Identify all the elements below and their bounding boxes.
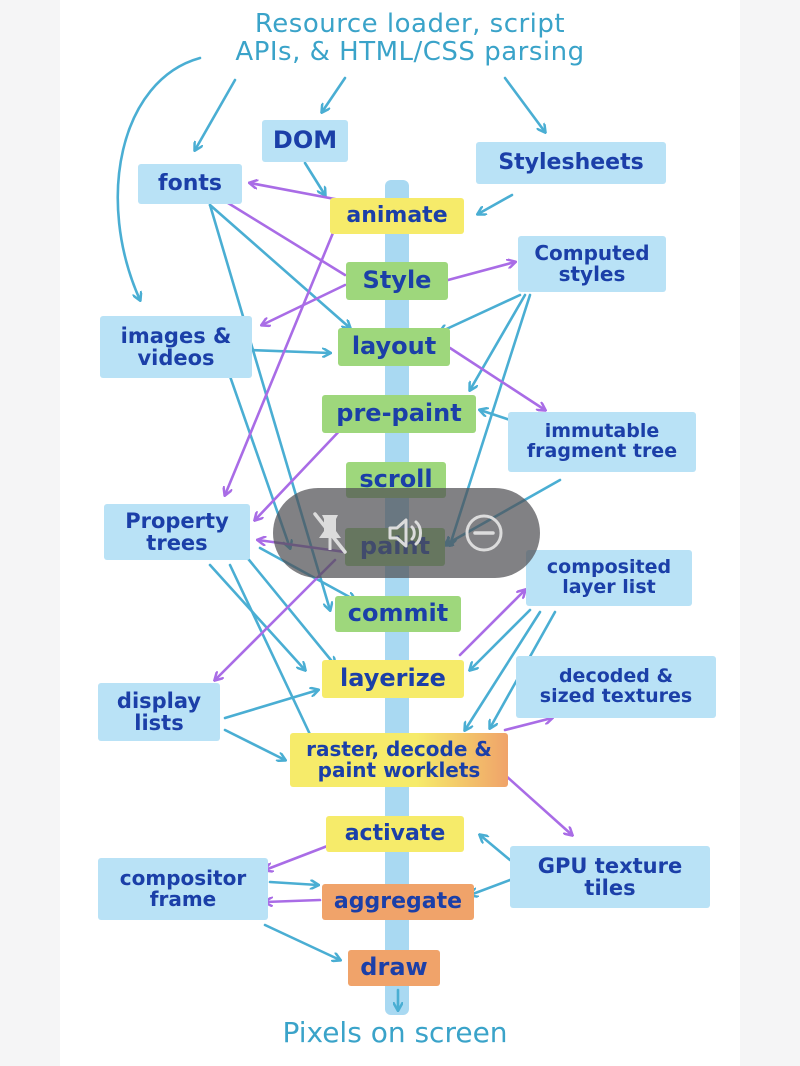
stage-activate-label: activate <box>344 821 446 847</box>
stage-commit-label: commit <box>347 599 449 628</box>
box-compositor-label-1: compositor <box>119 866 247 890</box>
box-composited-label-1: composited <box>546 556 672 579</box>
stage-commit: commit <box>335 596 461 632</box>
stage-layout: layout <box>338 328 450 366</box>
box-gpu-label-2: tiles <box>584 876 636 900</box>
box-images-label-2: videos <box>137 346 215 370</box>
box-computed-label-1: Computed <box>534 241 650 265</box>
box-computed-styles: Computed styles <box>518 236 666 292</box>
box-images-label-1: images & <box>120 323 232 348</box>
source-title: Resource loader, script APIs, & HTML/CSS… <box>150 10 670 66</box>
stage-pre-paint: pre-paint <box>322 395 476 433</box>
box-immutable-fragment-tree: immutable fragment tree <box>508 412 696 472</box>
title-line-2: APIs, & HTML/CSS parsing <box>235 37 585 67</box>
media-overlay-controls <box>273 488 540 578</box>
box-compositor-label-2: frame <box>149 887 217 911</box>
box-decoded-textures: decoded & sized textures <box>516 656 716 718</box>
box-composited-layer-list: composited layer list <box>526 550 692 606</box>
stage-raster-label-2: paint worklets <box>317 758 481 782</box>
stage-style-label: Style <box>362 266 432 295</box>
box-stylesheets-label: Stylesheets <box>498 150 644 176</box>
box-fonts-label: fonts <box>158 171 222 197</box>
stage-draw-label: draw <box>360 953 428 982</box>
stage-draw: draw <box>348 950 440 986</box>
box-fonts: fonts <box>138 164 242 204</box>
stage-animate-label: animate <box>346 203 448 229</box>
volume-icon <box>388 518 422 548</box>
box-gpu-label-1: GPU texture <box>537 853 683 878</box>
footer-label: Pixels on screen <box>282 1016 508 1049</box>
box-gpu-texture-tiles: GPU texture tiles <box>510 846 710 908</box>
box-immutable-label-2: fragment tree <box>526 440 678 462</box>
stage-aggregate-label: aggregate <box>333 889 463 915</box>
box-property-label-2: trees <box>146 531 208 555</box>
box-dom-label: DOM <box>272 126 338 155</box>
stage-layout-label: layout <box>351 332 437 361</box>
box-display-label-2: lists <box>134 711 184 735</box>
stage-pre-paint-label: pre-paint <box>336 399 462 428</box>
unpin-icon <box>312 512 347 554</box>
box-display-label-1: display <box>116 688 202 713</box>
volume-button[interactable] <box>381 507 433 559</box>
box-compositor-frame: compositor frame <box>98 858 268 920</box>
stage-raster-label-1: raster, decode & <box>306 737 492 761</box>
stage-raster: raster, decode & paint worklets <box>290 733 508 787</box>
stage-activate: activate <box>326 816 464 852</box>
box-stylesheets: Stylesheets <box>476 142 666 184</box>
box-dom: DOM <box>262 120 348 162</box>
box-images-videos: images & videos <box>100 316 252 378</box>
stage-layerize-label: layerize <box>340 664 446 693</box>
box-property-trees: Property trees <box>104 504 250 560</box>
minus-circle-icon <box>465 514 502 552</box>
box-decoded-label-2: sized textures <box>539 685 693 707</box>
box-composited-label-2: layer list <box>562 576 656 598</box>
box-computed-label-2: styles <box>558 262 626 286</box>
stage-scroll-label: scroll <box>359 465 433 494</box>
stage-style: Style <box>346 262 448 300</box>
remove-button[interactable] <box>458 507 510 559</box>
footer-pixels-on-screen: Pixels on screen <box>240 1016 550 1049</box>
unpin-button[interactable] <box>304 507 356 559</box>
box-immutable-label-1: immutable <box>544 420 660 443</box>
title-line-1: Resource loader, script <box>254 9 566 39</box>
box-display-lists: display lists <box>98 683 220 741</box>
box-property-label-1: Property <box>125 508 229 533</box>
stage-layerize: layerize <box>322 660 464 698</box>
stage-animate: animate <box>330 198 464 234</box>
box-decoded-label-1: decoded & <box>558 665 674 688</box>
stage-aggregate: aggregate <box>322 884 474 920</box>
